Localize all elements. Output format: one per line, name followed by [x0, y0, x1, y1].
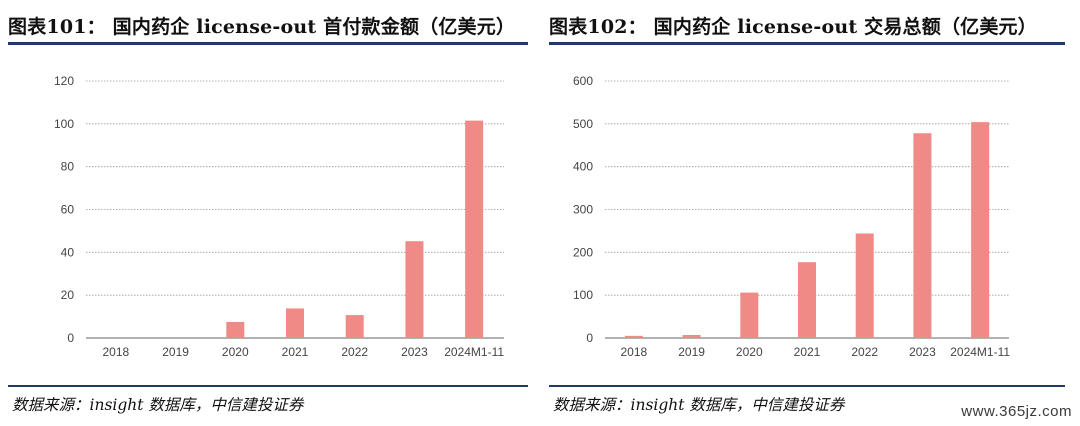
- x-tick-label: 2020: [736, 345, 763, 359]
- x-tick-label: 2019: [162, 345, 189, 359]
- y-tick-label: 80: [61, 160, 75, 174]
- chart-title: 图表102： 国内药企 license-out 交易总额（亿美元）: [549, 16, 1037, 38]
- y-tick-label: 600: [573, 74, 593, 88]
- watermark: www.365jz.com: [961, 403, 1072, 420]
- bar-2024M1-11: [971, 122, 990, 339]
- y-tick-label: 120: [54, 74, 74, 88]
- y-tick-label: 200: [573, 245, 593, 259]
- y-tick-label: 400: [573, 160, 593, 174]
- source-note: 数据来源：insight 数据库，中信建投证券: [12, 396, 304, 414]
- y-tick-label: 40: [61, 245, 75, 259]
- y-tick-label: 100: [573, 288, 593, 302]
- y-tick-label: 60: [61, 203, 75, 217]
- bar-2021: [286, 308, 304, 338]
- x-tick-label: 2024M1-11: [950, 345, 1010, 359]
- x-tick-label: 2020: [222, 345, 249, 359]
- bar-2023: [405, 241, 424, 338]
- bar-2020: [226, 321, 245, 338]
- bar-chart-upfront: 0 20 40 60 80 100 120 2018 2019 2020 2021 2022 2023 2…: [54, 74, 504, 359]
- x-tick-label: 2019: [678, 345, 705, 359]
- bar-2022: [855, 233, 874, 338]
- x-tick-label: 2022: [851, 345, 878, 359]
- chart-title: 图表101： 国内药企 license-out 首付款金额（亿美元）: [8, 16, 516, 38]
- bar-2019: [682, 335, 701, 338]
- y-tick-label: 0: [67, 331, 74, 345]
- x-tick-label: 2018: [103, 345, 130, 359]
- title-rule: [549, 42, 1065, 45]
- x-tick-label: 2023: [401, 345, 428, 359]
- source-rule: [549, 385, 1065, 387]
- bar-2020: [740, 292, 759, 338]
- title-rule: [8, 42, 528, 45]
- x-tick-label: 2018: [621, 345, 648, 359]
- bar-2024M1-11: [465, 120, 484, 338]
- y-tick-label: 300: [573, 203, 593, 217]
- source-rule: [8, 385, 528, 387]
- panel-left: 图表101： 国内药企 license-out 首付款金额（亿美元） 0 20 40…: [8, 0, 528, 426]
- bar-2023: [913, 133, 932, 338]
- y-tick-label: 500: [573, 117, 593, 131]
- y-tick-label: 0: [586, 331, 593, 345]
- bar-2022: [345, 315, 364, 338]
- x-tick-label: 2024M1-11: [444, 345, 504, 359]
- x-tick-label: 2023: [909, 345, 936, 359]
- bar-2018: [624, 335, 643, 338]
- x-tick-label: 2021: [794, 345, 821, 359]
- panel-right: 图表102： 国内药企 license-out 交易总额（亿美元） 0 100 20…: [549, 0, 1065, 426]
- x-tick-label: 2021: [282, 345, 309, 359]
- x-tick-label: 2022: [341, 345, 368, 359]
- bar-chart-total: 0 100 200 300 400 500 600 2018 2019 2020 2021 2022 2…: [573, 74, 1010, 359]
- y-tick-label: 100: [54, 117, 74, 131]
- y-tick-label: 20: [61, 288, 75, 302]
- source-note: 数据来源：insight 数据库，中信建投证券: [553, 396, 845, 414]
- bar-2021: [798, 262, 816, 338]
